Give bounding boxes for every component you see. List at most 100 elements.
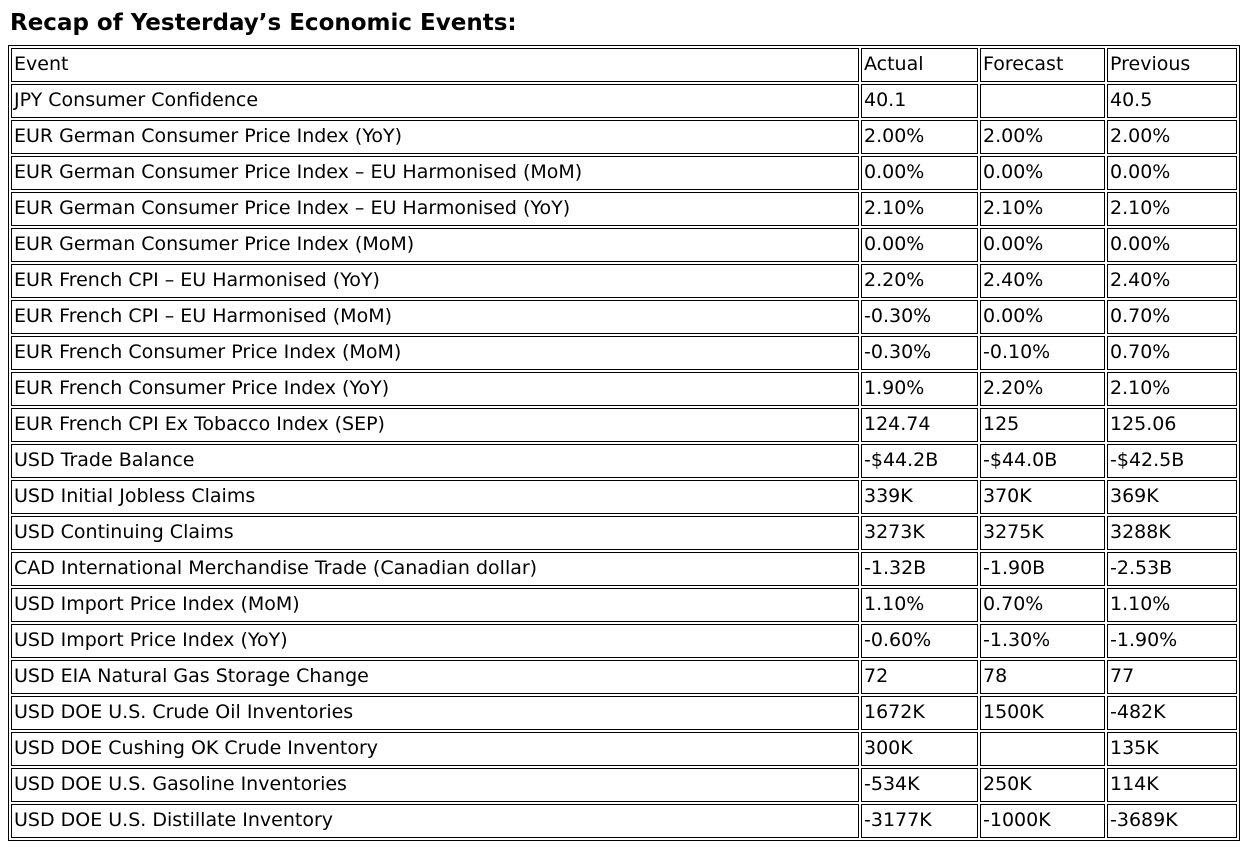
table-row: EUR German Consumer Price Index (MoM) 0.0…	[11, 228, 1237, 262]
previous-cell: 77	[1107, 660, 1237, 694]
actual-cell: 0.00%	[861, 228, 978, 262]
table-row: USD DOE Cushing OK Crude Inventory 300K 13…	[11, 732, 1237, 766]
actual-cell: -0.60%	[861, 624, 978, 658]
previous-cell: 125.06	[1107, 408, 1237, 442]
event-cell: USD Continuing Claims	[11, 516, 859, 550]
table-row: EUR French Consumer Price Index (YoY) 1.9…	[11, 372, 1237, 406]
event-cell: USD DOE U.S. Crude Oil Inventories	[11, 696, 859, 730]
forecast-cell: 125	[980, 408, 1105, 442]
table-row: EUR German Consumer Price Index – EU Har…	[11, 192, 1237, 226]
header-row: Event Actual Forecast Previous	[11, 48, 1237, 82]
table-row: USD DOE U.S. Gasoline Inventories -534K 25…	[11, 768, 1237, 802]
previous-cell: 40.5	[1107, 84, 1237, 118]
table-row: USD Import Price Index (YoY) -0.60% -1.30%…	[11, 624, 1237, 658]
forecast-cell: 2.20%	[980, 372, 1105, 406]
previous-cell: 0.00%	[1107, 156, 1237, 190]
table-row: USD Import Price Index (MoM) 1.10% 0.70% 1.…	[11, 588, 1237, 622]
previous-cell: -1.90%	[1107, 624, 1237, 658]
event-cell: USD DOE U.S. Gasoline Inventories	[11, 768, 859, 802]
forecast-cell: 2.40%	[980, 264, 1105, 298]
actual-cell: 0.00%	[861, 156, 978, 190]
event-cell: USD Import Price Index (YoY)	[11, 624, 859, 658]
actual-cell: -3177K	[861, 804, 978, 838]
table-row: USD Initial Jobless Claims 339K 370K 369K	[11, 480, 1237, 514]
forecast-cell: 370K	[980, 480, 1105, 514]
actual-cell: 40.1	[861, 84, 978, 118]
previous-cell: 0.70%	[1107, 336, 1237, 370]
table-row: EUR French CPI – EU Harmonised (YoY) 2.20…	[11, 264, 1237, 298]
table-row: USD DOE U.S. Crude Oil Inventories 1672K 1…	[11, 696, 1237, 730]
forecast-cell: 0.70%	[980, 588, 1105, 622]
actual-cell: 124.74	[861, 408, 978, 442]
header-previous: Previous	[1107, 48, 1237, 82]
event-cell: USD DOE Cushing OK Crude Inventory	[11, 732, 859, 766]
event-cell: EUR French Consumer Price Index (MoM)	[11, 336, 859, 370]
actual-cell: -$44.2B	[861, 444, 978, 478]
table-row: EUR German Consumer Price Index – EU Har…	[11, 156, 1237, 190]
actual-cell: -534K	[861, 768, 978, 802]
previous-cell: 3288K	[1107, 516, 1237, 550]
page-title: Recap of Yesterday’s Economic Events:	[10, 10, 517, 36]
table-row: EUR French CPI – EU Harmonised (MoM) -0.3…	[11, 300, 1237, 334]
forecast-cell: -1.90B	[980, 552, 1105, 586]
table-row: EUR German Consumer Price Index (YoY) 2.0…	[11, 120, 1237, 154]
actual-cell: 3273K	[861, 516, 978, 550]
forecast-cell	[980, 84, 1105, 118]
table-row: EUR French CPI Ex Tobacco Index (SEP) 124…	[11, 408, 1237, 442]
table-body: JPY Consumer Confidence 40.1 40.5 EUR Germa…	[11, 84, 1237, 838]
actual-cell: -0.30%	[861, 336, 978, 370]
forecast-cell: 78	[980, 660, 1105, 694]
previous-cell: -$42.5B	[1107, 444, 1237, 478]
header-actual: Actual	[861, 48, 978, 82]
actual-cell: 2.20%	[861, 264, 978, 298]
event-cell: USD EIA Natural Gas Storage Change	[11, 660, 859, 694]
actual-cell: 339K	[861, 480, 978, 514]
actual-cell: 1.90%	[861, 372, 978, 406]
event-cell: EUR French CPI Ex Tobacco Index (SEP)	[11, 408, 859, 442]
forecast-cell	[980, 732, 1105, 766]
table-row: EUR French Consumer Price Index (MoM) -0.…	[11, 336, 1237, 370]
event-cell: EUR German Consumer Price Index (YoY)	[11, 120, 859, 154]
table-row: USD Continuing Claims 3273K 3275K 3288K	[11, 516, 1237, 550]
previous-cell: 2.10%	[1107, 192, 1237, 226]
event-cell: EUR French Consumer Price Index (YoY)	[11, 372, 859, 406]
header-event: Event	[11, 48, 859, 82]
event-cell: USD Trade Balance	[11, 444, 859, 478]
event-cell: JPY Consumer Confidence	[11, 84, 859, 118]
previous-cell: 135K	[1107, 732, 1237, 766]
previous-cell: 0.00%	[1107, 228, 1237, 262]
table-row: CAD International Merchandise Trade (Can…	[11, 552, 1237, 586]
previous-cell: 2.00%	[1107, 120, 1237, 154]
actual-cell: 72	[861, 660, 978, 694]
table-row: USD EIA Natural Gas Storage Change 72 78 77	[11, 660, 1237, 694]
forecast-cell: 2.10%	[980, 192, 1105, 226]
event-cell: USD Import Price Index (MoM)	[11, 588, 859, 622]
event-cell: USD Initial Jobless Claims	[11, 480, 859, 514]
table-row: USD DOE U.S. Distillate Inventory -3177K -…	[11, 804, 1237, 838]
previous-cell: 0.70%	[1107, 300, 1237, 334]
previous-cell: 2.40%	[1107, 264, 1237, 298]
event-cell: EUR German Consumer Price Index – EU Har…	[11, 192, 859, 226]
previous-cell: 1.10%	[1107, 588, 1237, 622]
forecast-cell: -$44.0B	[980, 444, 1105, 478]
actual-cell: 2.00%	[861, 120, 978, 154]
event-cell: EUR French CPI – EU Harmonised (MoM)	[11, 300, 859, 334]
forecast-cell: 0.00%	[980, 300, 1105, 334]
event-cell: EUR German Consumer Price Index (MoM)	[11, 228, 859, 262]
event-cell: EUR French CPI – EU Harmonised (YoY)	[11, 264, 859, 298]
table-row: JPY Consumer Confidence 40.1 40.5	[11, 84, 1237, 118]
event-cell: EUR German Consumer Price Index – EU Har…	[11, 156, 859, 190]
forecast-cell: 0.00%	[980, 156, 1105, 190]
actual-cell: 2.10%	[861, 192, 978, 226]
actual-cell: 1672K	[861, 696, 978, 730]
table-row: USD Trade Balance -$44.2B -$44.0B -$42.5B	[11, 444, 1237, 478]
previous-cell: 369K	[1107, 480, 1237, 514]
previous-cell: -3689K	[1107, 804, 1237, 838]
previous-cell: -482K	[1107, 696, 1237, 730]
event-cell: USD DOE U.S. Distillate Inventory	[11, 804, 859, 838]
header-forecast: Forecast	[980, 48, 1105, 82]
forecast-cell: 3275K	[980, 516, 1105, 550]
actual-cell: -0.30%	[861, 300, 978, 334]
actual-cell: -1.32B	[861, 552, 978, 586]
forecast-cell: 2.00%	[980, 120, 1105, 154]
